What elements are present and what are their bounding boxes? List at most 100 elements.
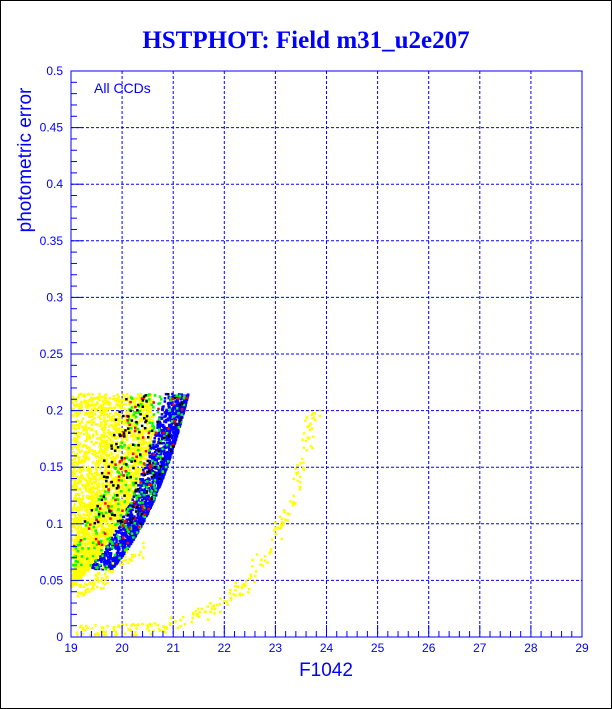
point-yellow-lower (292, 477, 295, 481)
point-black-ridge (115, 487, 119, 490)
point-yellow-bulk (72, 506, 75, 510)
point-yellow-upper (102, 587, 105, 590)
point-red-ridge (139, 481, 142, 484)
point-blue-ridge (172, 416, 176, 420)
point-yellow-lower (255, 553, 259, 556)
point-yellow-bulk (74, 478, 77, 482)
point-yellow-bulk (88, 426, 91, 430)
point-green-ridge (89, 563, 93, 567)
point-green-ridge (142, 484, 146, 488)
point-yellow-bulk (107, 436, 111, 440)
point-yellow-bulk (113, 521, 116, 524)
point-blue-ridge (119, 552, 122, 556)
point-green-ridge (135, 497, 139, 501)
point-yellow-bulk (76, 434, 80, 438)
point-yellow-bulk (83, 457, 87, 461)
point-yellow-bulk (94, 528, 98, 531)
point-yellow-bulk (74, 433, 77, 436)
point-red-ridge (98, 507, 102, 510)
point-blue-ridge (159, 448, 162, 452)
point-blue-ridge (113, 545, 117, 548)
point-blue-ridge (168, 455, 172, 459)
point-blue-ridge (116, 559, 120, 562)
point-green-ridge (94, 529, 97, 532)
point-black-ridge (110, 447, 114, 450)
point-yellow-bulk (86, 421, 89, 424)
point-black-ridge (105, 485, 108, 488)
point-yellow-bulk (76, 541, 79, 545)
point-yellow-bulk (91, 501, 94, 505)
point-yellow-lower (179, 618, 182, 622)
point-red-ridge (114, 463, 117, 466)
point-yellow-bulk (82, 393, 86, 396)
point-blue-ridge (168, 423, 171, 427)
point-yellow-bulk (84, 504, 87, 508)
point-yellow-lower (75, 631, 79, 634)
point-blue-ridge (165, 464, 168, 467)
point-yellow-bulk (82, 394, 85, 398)
point-yellow-bulk (114, 425, 118, 428)
point-blue-ridge (141, 499, 144, 502)
point-green-ridge (175, 407, 179, 410)
point-yellow-bulk (75, 403, 79, 406)
point-yellow-bulk (102, 434, 106, 438)
point-yellow-bulk (122, 480, 125, 483)
point-yellow-bulk (135, 403, 139, 407)
point-yellow-bulk (129, 469, 132, 472)
point-yellow-bulk (131, 423, 135, 426)
point-black-ridge (100, 498, 103, 502)
point-yellow-bulk (133, 472, 137, 475)
point-yellow-bulk (77, 534, 81, 538)
point-blue-ridge (174, 394, 177, 398)
point-blue-ridge (163, 425, 166, 429)
point-blue-ridge (149, 459, 153, 463)
point-yellow-bulk (112, 503, 116, 507)
point-blue-ridge (176, 401, 180, 404)
point-yellow-bulk (88, 471, 91, 475)
point-yellow-bulk (82, 518, 86, 521)
point-yellow-bulk (77, 412, 81, 415)
point-yellow-bulk (120, 439, 124, 442)
point-red-ridge (115, 542, 118, 546)
point-yellow-lower (104, 633, 107, 637)
point-red-ridge (121, 524, 125, 527)
point-yellow-lower (307, 437, 310, 440)
point-yellow-bulk (106, 407, 110, 411)
point-yellow-bulk (75, 538, 79, 542)
point-yellow-bulk (74, 551, 78, 555)
point-yellow-bulk (92, 524, 95, 527)
point-yellow-bulk (145, 429, 149, 433)
point-blue-ridge (149, 447, 152, 451)
point-yellow-bulk (77, 525, 80, 529)
point-yellow-bulk (79, 393, 82, 396)
point-yellow-bulk (101, 444, 105, 448)
point-green-ridge (150, 403, 154, 407)
point-yellow-bulk (91, 533, 95, 537)
point-yellow-bulk (101, 449, 104, 452)
point-blue-ridge (132, 532, 136, 535)
point-yellow-bulk (98, 457, 102, 460)
point-yellow-bulk (120, 402, 124, 406)
point-blue-ridge (147, 510, 150, 513)
point-blue-ridge (170, 401, 173, 405)
point-yellow-lower (165, 626, 169, 630)
point-yellow-bulk (79, 565, 83, 568)
point-yellow-bulk (71, 414, 75, 417)
point-green-ridge (113, 466, 116, 469)
point-yellow-bulk (116, 456, 119, 459)
point-yellow-bulk (118, 488, 121, 492)
point-yellow-lower (289, 500, 292, 503)
point-yellow-bulk (77, 448, 80, 452)
point-yellow-lower (134, 633, 138, 637)
point-blue-ridge (160, 413, 164, 416)
point-yellow-lower (169, 616, 173, 620)
point-yellow-bulk (80, 566, 84, 570)
point-yellow-bulk (122, 468, 125, 472)
point-yellow-bulk (76, 481, 80, 485)
point-blue-ridge (174, 418, 177, 422)
point-yellow-bulk (102, 500, 105, 503)
point-yellow-bulk (71, 424, 75, 427)
point-yellow-bulk (72, 518, 76, 522)
point-green-ridge (165, 432, 169, 435)
point-yellow-bulk (85, 480, 89, 483)
